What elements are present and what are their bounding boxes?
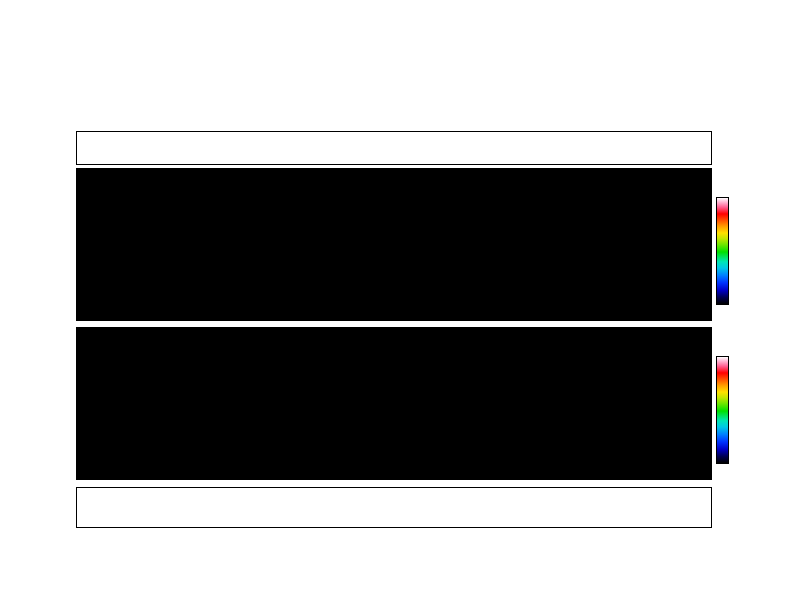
panel-ch3-waveform xyxy=(76,487,713,529)
ch2-spectrogram-canvas xyxy=(77,328,713,481)
ch3-waveform-canvas xyxy=(77,488,713,529)
panel-ch2-spectrogram xyxy=(76,327,713,481)
ch1-waveform-canvas xyxy=(77,132,713,166)
colorbar-ch1-gradient xyxy=(716,197,729,305)
colorbar-ch2-gradient xyxy=(716,356,729,464)
panel-ch1-spectrogram xyxy=(76,168,713,322)
panel-ch1-waveform xyxy=(76,131,713,166)
ch1-spectrogram-canvas xyxy=(77,169,713,322)
